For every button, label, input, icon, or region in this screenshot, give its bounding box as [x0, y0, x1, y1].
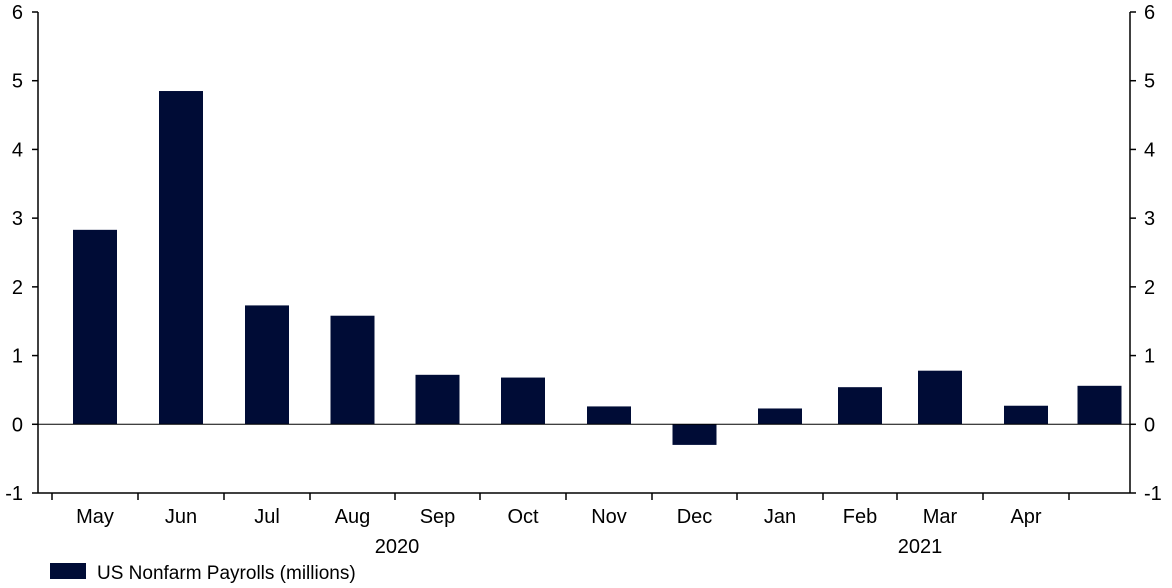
year-label: 2021 — [898, 536, 943, 558]
left-tick-label: 3 — [12, 208, 23, 230]
right-tick-label: 4 — [1144, 139, 1155, 161]
x-tick-label: Jun — [165, 506, 197, 528]
left-tick-label: 5 — [12, 71, 23, 93]
legend: US Nonfarm Payrolls (millions) — [50, 563, 356, 584]
left-tick-label: 6 — [12, 2, 23, 24]
x-tick-label: Jan — [764, 506, 796, 528]
right-tick-label: 5 — [1144, 71, 1155, 93]
x-tick-label: Mar — [923, 506, 958, 528]
bar-Jan — [758, 408, 802, 425]
right-tick-label: 2 — [1144, 277, 1155, 299]
right-tick-label: -1 — [1144, 483, 1162, 505]
legend-swatch — [50, 563, 86, 579]
bar-Feb — [838, 387, 882, 425]
bar-Dec — [672, 424, 717, 445]
x-tick-label: Dec — [677, 506, 713, 528]
bar-Oct — [501, 377, 545, 425]
axes-layer: -1 -1 0 0 1 1 2 2 3 3 4 4 5 5 6 6 — [5, 2, 1162, 505]
x-tick-label: Sep — [420, 506, 456, 528]
x-tick-label: Jul — [254, 506, 280, 528]
bar-Mar — [918, 370, 962, 425]
bar-Nov — [587, 406, 631, 425]
bar-Apr — [1004, 405, 1048, 425]
bar-Jul — [245, 305, 289, 425]
right-tick-label: 0 — [1144, 414, 1155, 436]
bar-Jun — [159, 91, 203, 425]
bar-Aug — [330, 315, 375, 425]
x-tick-label: Nov — [591, 506, 627, 528]
x-labels-layer: May Jun Jul Aug Sep Oct Nov Dec Jan Feb Mar Apr 2020… — [76, 506, 1042, 558]
x-tick-label: Aug — [335, 506, 371, 528]
x-tick-label: Feb — [843, 506, 877, 528]
x-tick-label: Oct — [507, 506, 539, 528]
x-tick-label: Apr — [1010, 506, 1041, 528]
left-tick-label: 2 — [12, 277, 23, 299]
bars-layer — [73, 91, 1122, 445]
right-tick-label: 6 — [1144, 2, 1155, 24]
bar-May — [73, 229, 117, 425]
left-tick-label: 1 — [12, 346, 23, 368]
left-tick-label: 4 — [12, 139, 23, 161]
right-tick-label: 3 — [1144, 208, 1155, 230]
year-label: 2020 — [375, 536, 420, 558]
right-tick-label: 1 — [1144, 346, 1155, 368]
bar-last — [1077, 385, 1122, 425]
left-tick-label: 0 — [12, 414, 23, 436]
legend-label: US Nonfarm Payrolls (millions) — [97, 563, 356, 584]
x-tick-label: May — [76, 506, 114, 528]
bar-Sep — [415, 374, 460, 425]
left-tick-label: -1 — [5, 483, 23, 505]
